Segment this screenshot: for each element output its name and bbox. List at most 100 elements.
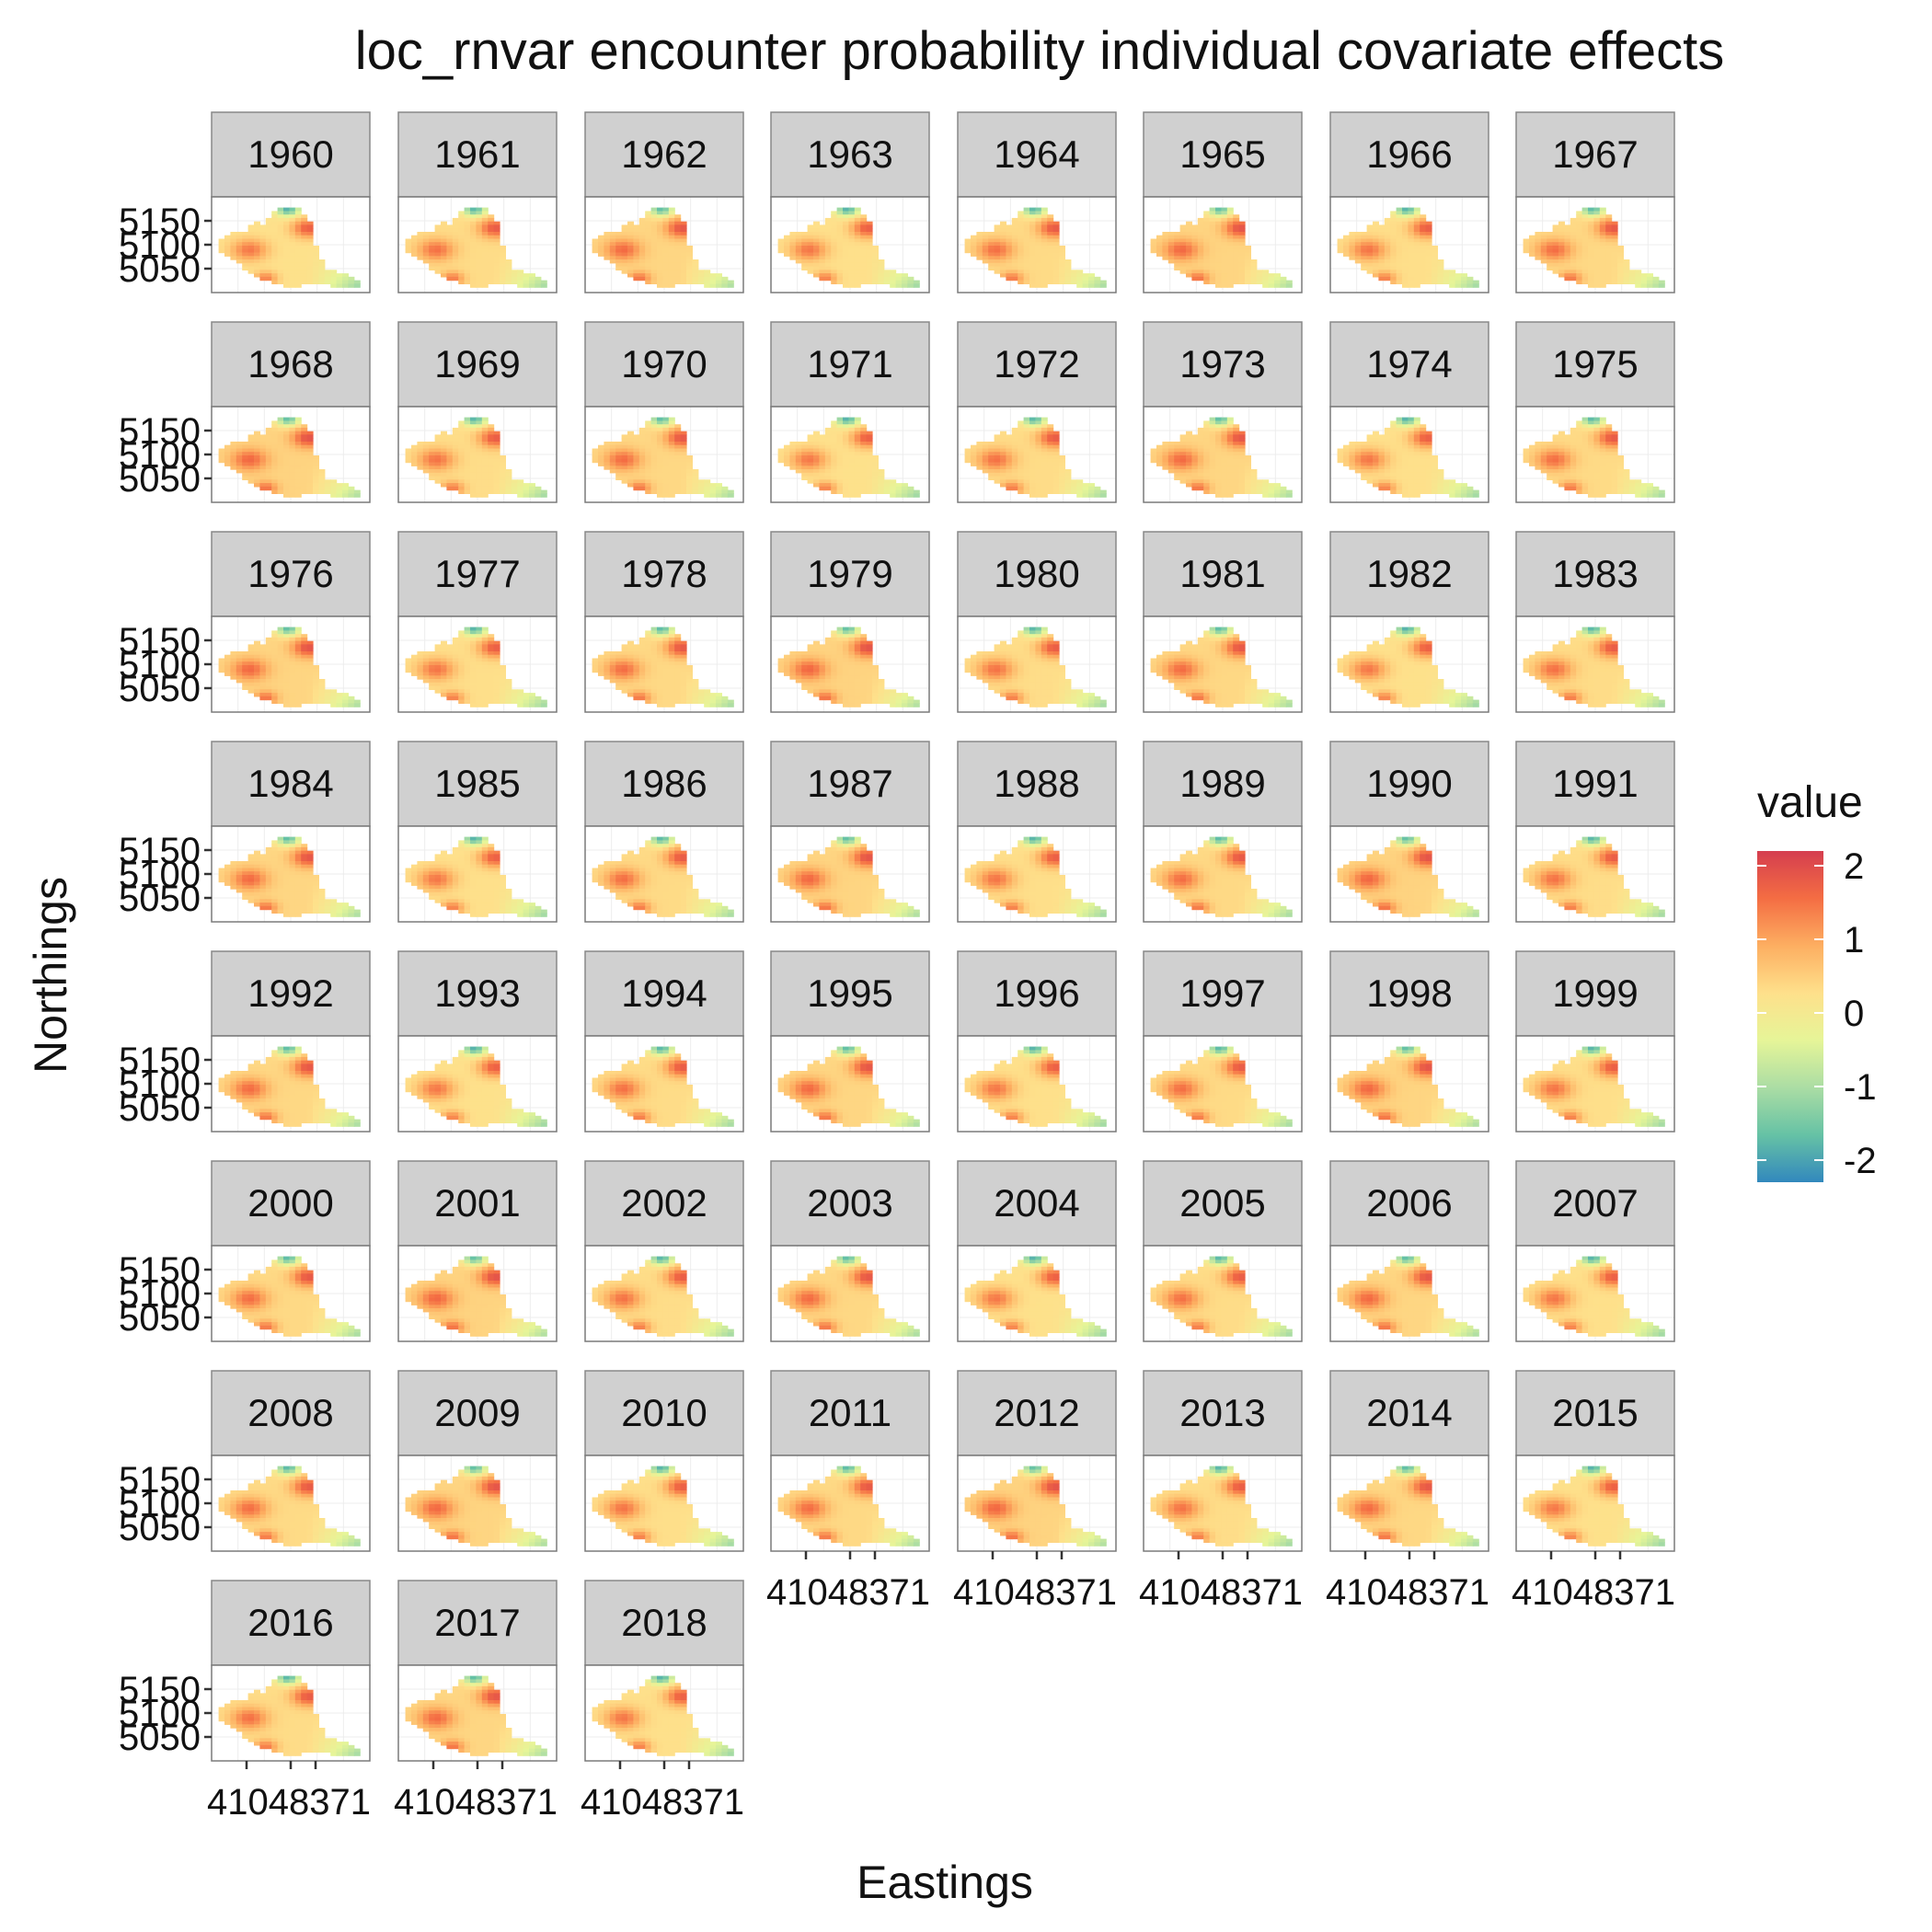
map-cell: [289, 630, 295, 634]
map-cell: [1047, 428, 1053, 431]
map-cell: [831, 463, 837, 466]
map-cell: [254, 273, 260, 277]
map-cell: [441, 473, 447, 477]
map-cell: [1588, 228, 1594, 232]
map-cell: [1076, 487, 1083, 490]
map-cell: [313, 281, 319, 284]
map-cell: [965, 242, 972, 246]
map-cell: [1402, 434, 1409, 438]
map-cell: [789, 445, 796, 449]
map-cell: [1593, 469, 1600, 473]
map-cell: [1029, 263, 1036, 267]
map-cell: [1168, 469, 1175, 473]
map-cell: [627, 463, 634, 466]
map-cell: [1547, 267, 1553, 270]
map-cell: [1576, 428, 1582, 431]
map-cell: [354, 283, 361, 287]
map-cell: [1420, 479, 1426, 483]
map-cell: [610, 236, 616, 239]
map-cell: [971, 463, 977, 466]
map-cell: [1570, 452, 1577, 455]
map-cell: [867, 490, 873, 494]
map-cell: [1414, 208, 1420, 212]
map-cell: [1652, 283, 1659, 287]
map-cell: [1612, 479, 1618, 483]
map-cell: [1227, 277, 1234, 281]
map-cell: [610, 463, 616, 466]
map-cell: [278, 630, 284, 634]
map-cell: [860, 277, 867, 281]
map-cell: [1385, 246, 1391, 249]
map-cell: [446, 473, 453, 477]
map-cell: [1041, 246, 1048, 249]
map-cell: [669, 473, 675, 477]
facet-panel-1969: 1969: [398, 322, 557, 502]
facet-panel-1961: 1961: [398, 112, 557, 293]
map-cell: [1088, 277, 1095, 281]
map-cell: [271, 236, 278, 239]
map-cell: [721, 283, 728, 287]
map-cell: [645, 428, 651, 431]
map-cell: [1041, 253, 1048, 257]
map-cell: [860, 253, 867, 257]
map-cell: [494, 487, 500, 490]
map-cell: [1600, 242, 1606, 246]
map-cell: [1180, 455, 1187, 459]
map-cell: [1215, 236, 1222, 239]
map-cell: [406, 242, 412, 246]
map-cell: [1432, 253, 1438, 257]
map-cell: [1029, 469, 1036, 473]
map-cell: [710, 281, 717, 284]
map-cell: [1000, 455, 1006, 459]
map-cell: [988, 473, 995, 477]
map-cell: [458, 420, 465, 424]
map-cell: [1174, 469, 1180, 473]
map-cell: [808, 270, 814, 273]
map-cell: [1390, 438, 1397, 442]
map-cell: [271, 228, 278, 232]
map-cell: [995, 246, 1001, 249]
map-cell: [423, 445, 430, 449]
map-cell: [313, 253, 319, 257]
map-cell: [295, 644, 302, 648]
map-cell: [283, 428, 290, 431]
map-cell: [1280, 277, 1286, 281]
map-cell: [867, 242, 873, 246]
map-cell: [1215, 259, 1222, 263]
map-cell: [266, 655, 272, 659]
map-cell: [662, 277, 669, 281]
map-cell: [867, 263, 873, 267]
map-cell: [1373, 242, 1379, 246]
map-cell: [669, 418, 675, 421]
map-cell: [1385, 277, 1391, 281]
map-cell: [662, 246, 669, 249]
map-cell: [1203, 469, 1210, 473]
map-cell: [441, 445, 447, 449]
map-cell: [470, 236, 477, 239]
map-cell: [1162, 445, 1168, 449]
map-cell: [1605, 236, 1612, 239]
map-cell: [681, 438, 687, 442]
map-cell: [301, 263, 307, 267]
map-cell: [1408, 277, 1414, 281]
map-cell: [837, 420, 844, 424]
map-cell: [813, 273, 820, 277]
map-cell: [1593, 434, 1600, 438]
map-cell: [1349, 455, 1355, 459]
map-cell: [1191, 228, 1198, 232]
map-cell: [1582, 420, 1589, 424]
map-cell: [295, 627, 302, 631]
map-cell: [1000, 236, 1006, 239]
map-cell: [819, 434, 825, 438]
map-cell: [1024, 277, 1030, 281]
map-cell: [890, 490, 896, 494]
map-cell: [1466, 493, 1473, 497]
map-cell: [896, 283, 903, 287]
map-cell: [1215, 445, 1222, 449]
map-cell: [512, 490, 518, 494]
map-cell: [453, 455, 459, 459]
map-cell: [1227, 283, 1234, 287]
map-cell: [837, 469, 844, 473]
map-cell: [692, 487, 698, 490]
map-cell: [307, 253, 314, 257]
